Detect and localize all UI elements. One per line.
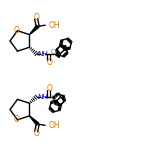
Text: NH: NH: [37, 93, 48, 100]
Text: O: O: [46, 58, 52, 67]
Text: O: O: [46, 84, 52, 93]
Text: O: O: [14, 26, 20, 35]
Text: O: O: [51, 95, 56, 102]
Text: O: O: [33, 129, 39, 138]
Text: NH: NH: [37, 51, 48, 57]
Text: O: O: [51, 49, 56, 55]
Text: OH: OH: [48, 121, 60, 130]
Text: O: O: [33, 12, 39, 22]
Polygon shape: [29, 116, 39, 125]
Polygon shape: [29, 25, 39, 35]
Text: O: O: [14, 115, 20, 124]
Text: OH: OH: [48, 21, 60, 30]
